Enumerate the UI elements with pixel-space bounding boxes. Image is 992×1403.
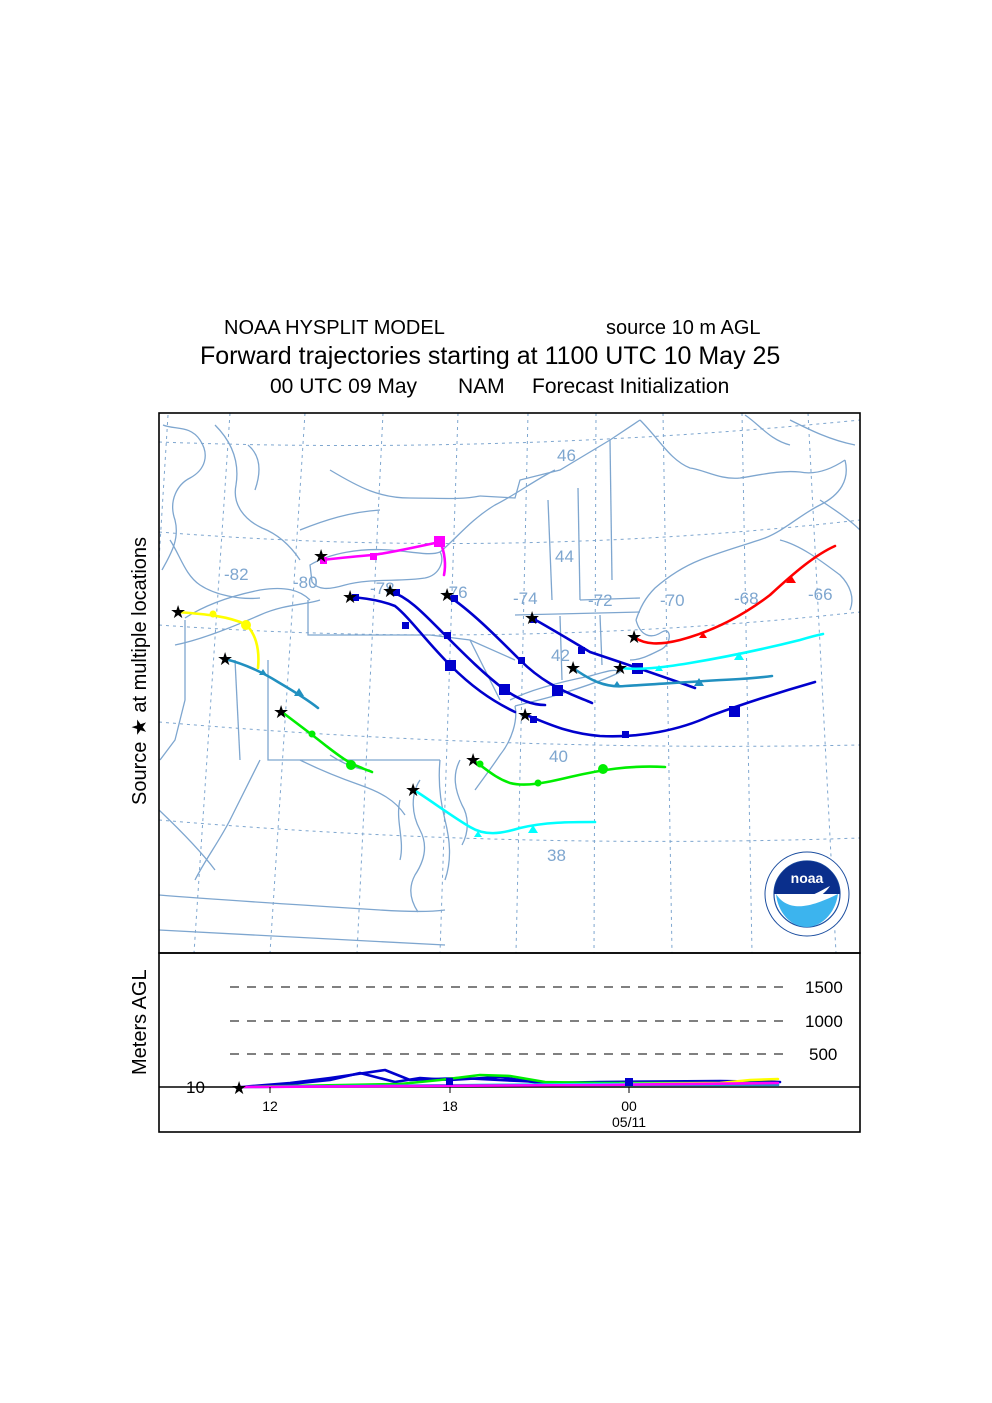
- init-model: NAM: [458, 375, 505, 398]
- lon-label-80: -80: [293, 573, 318, 592]
- source-star: ★: [313, 546, 329, 567]
- traj-marker: [622, 731, 629, 738]
- height-level-1000: 1000: [805, 1012, 843, 1031]
- source-star: ★: [465, 750, 481, 771]
- source-star: ★: [217, 649, 233, 670]
- source-star: ★: [170, 602, 186, 623]
- init-type: Forecast Initialization: [532, 375, 730, 398]
- source-star: ★: [524, 608, 540, 629]
- height-level-500: 500: [809, 1045, 837, 1064]
- traj-marker: [451, 595, 458, 602]
- traj-marker: [346, 760, 356, 770]
- traj-marker: [729, 706, 740, 717]
- geography: [159, 414, 860, 946]
- traj-marker: [402, 622, 409, 629]
- source-star: ★: [405, 780, 421, 801]
- map-panel: 46 44 42 40 38 -82 -80 -78 -76 -74 -72 -…: [159, 413, 860, 953]
- lon-label-74: -74: [513, 589, 538, 608]
- source-star: ★: [382, 581, 398, 602]
- traj-marker: [476, 760, 484, 768]
- lon-label-78: -78: [370, 579, 395, 598]
- trajectories: [176, 536, 837, 837]
- source-star: ★: [565, 658, 581, 679]
- lon-label-68: -68: [734, 589, 759, 608]
- traj-marker: [444, 632, 451, 639]
- latitude-grid: [159, 419, 860, 842]
- height-base-level: 10: [186, 1078, 205, 1097]
- traj-marker: [499, 684, 510, 695]
- init-time: 00 UTC 09 May: [270, 375, 418, 398]
- source-star: ★: [273, 702, 289, 723]
- lon-label-72: -72: [588, 591, 613, 610]
- lat-label-38: 38: [547, 846, 566, 865]
- lat-label-40: 40: [549, 747, 568, 766]
- traj-marker: [209, 610, 217, 618]
- traj-marker: [352, 594, 359, 601]
- lat-label-46: 46: [557, 446, 576, 465]
- traj-marker: [320, 557, 327, 564]
- height-axis-label: Meters AGL: [129, 969, 151, 1075]
- source-stars: ★ ★ ★ ★ ★ ★ ★ ★ ★ ★ ★ ★ ★ ★: [170, 546, 642, 801]
- source-star: ★: [439, 585, 455, 606]
- height-source-star: ★: [231, 1078, 247, 1099]
- traj-marker: [241, 620, 251, 630]
- traj-marker: [393, 589, 400, 596]
- plot-title: Forward trajectories starting at 1100 UT…: [200, 342, 781, 370]
- date-label: 05/11: [612, 1114, 646, 1130]
- noaa-logo-text: noaa: [791, 870, 824, 886]
- model-name: NOAA HYSPLIT MODEL: [224, 317, 445, 339]
- source-star: ★: [517, 705, 533, 726]
- source-side-label: Source ★ at multiple locations: [129, 537, 151, 805]
- height-panel: Meters AGL 1500 1000 500 10 ★ 12 18 00 0…: [129, 952, 861, 1133]
- lon-label-66: -66: [808, 585, 833, 604]
- traj-marker: [598, 764, 608, 774]
- time-tick-18: 18: [442, 1098, 458, 1114]
- traj-marker: [370, 553, 377, 560]
- time-tick-00: 00: [621, 1098, 637, 1114]
- traj-marker: [530, 616, 537, 623]
- traj-marker: [530, 716, 537, 723]
- lat-label-44: 44: [555, 547, 574, 566]
- noaa-logo: noaa: [764, 851, 850, 937]
- traj-marker: [434, 536, 445, 547]
- lat-label-42: 42: [551, 646, 570, 665]
- time-tick-12: 12: [262, 1098, 278, 1114]
- height-level-1500: 1500: [805, 978, 843, 997]
- traj-marker: [552, 685, 563, 696]
- source-star: ★: [342, 587, 358, 608]
- traj-marker: [534, 779, 542, 787]
- traj-marker: [578, 647, 585, 654]
- map-frame: [158, 412, 861, 954]
- traj-marker: [445, 660, 456, 671]
- source-height: source 10 m AGL: [606, 317, 761, 339]
- traj-marker: [308, 730, 316, 738]
- traj-marker: [518, 657, 525, 664]
- source-star: ★: [612, 658, 628, 679]
- lon-label-82: -82: [224, 565, 249, 584]
- source-star: ★: [626, 627, 642, 648]
- lon-label-70: -70: [660, 591, 685, 610]
- grid-labels: 46 44 42 40 38 -82 -80 -78 -76 -74 -72 -…: [224, 446, 833, 865]
